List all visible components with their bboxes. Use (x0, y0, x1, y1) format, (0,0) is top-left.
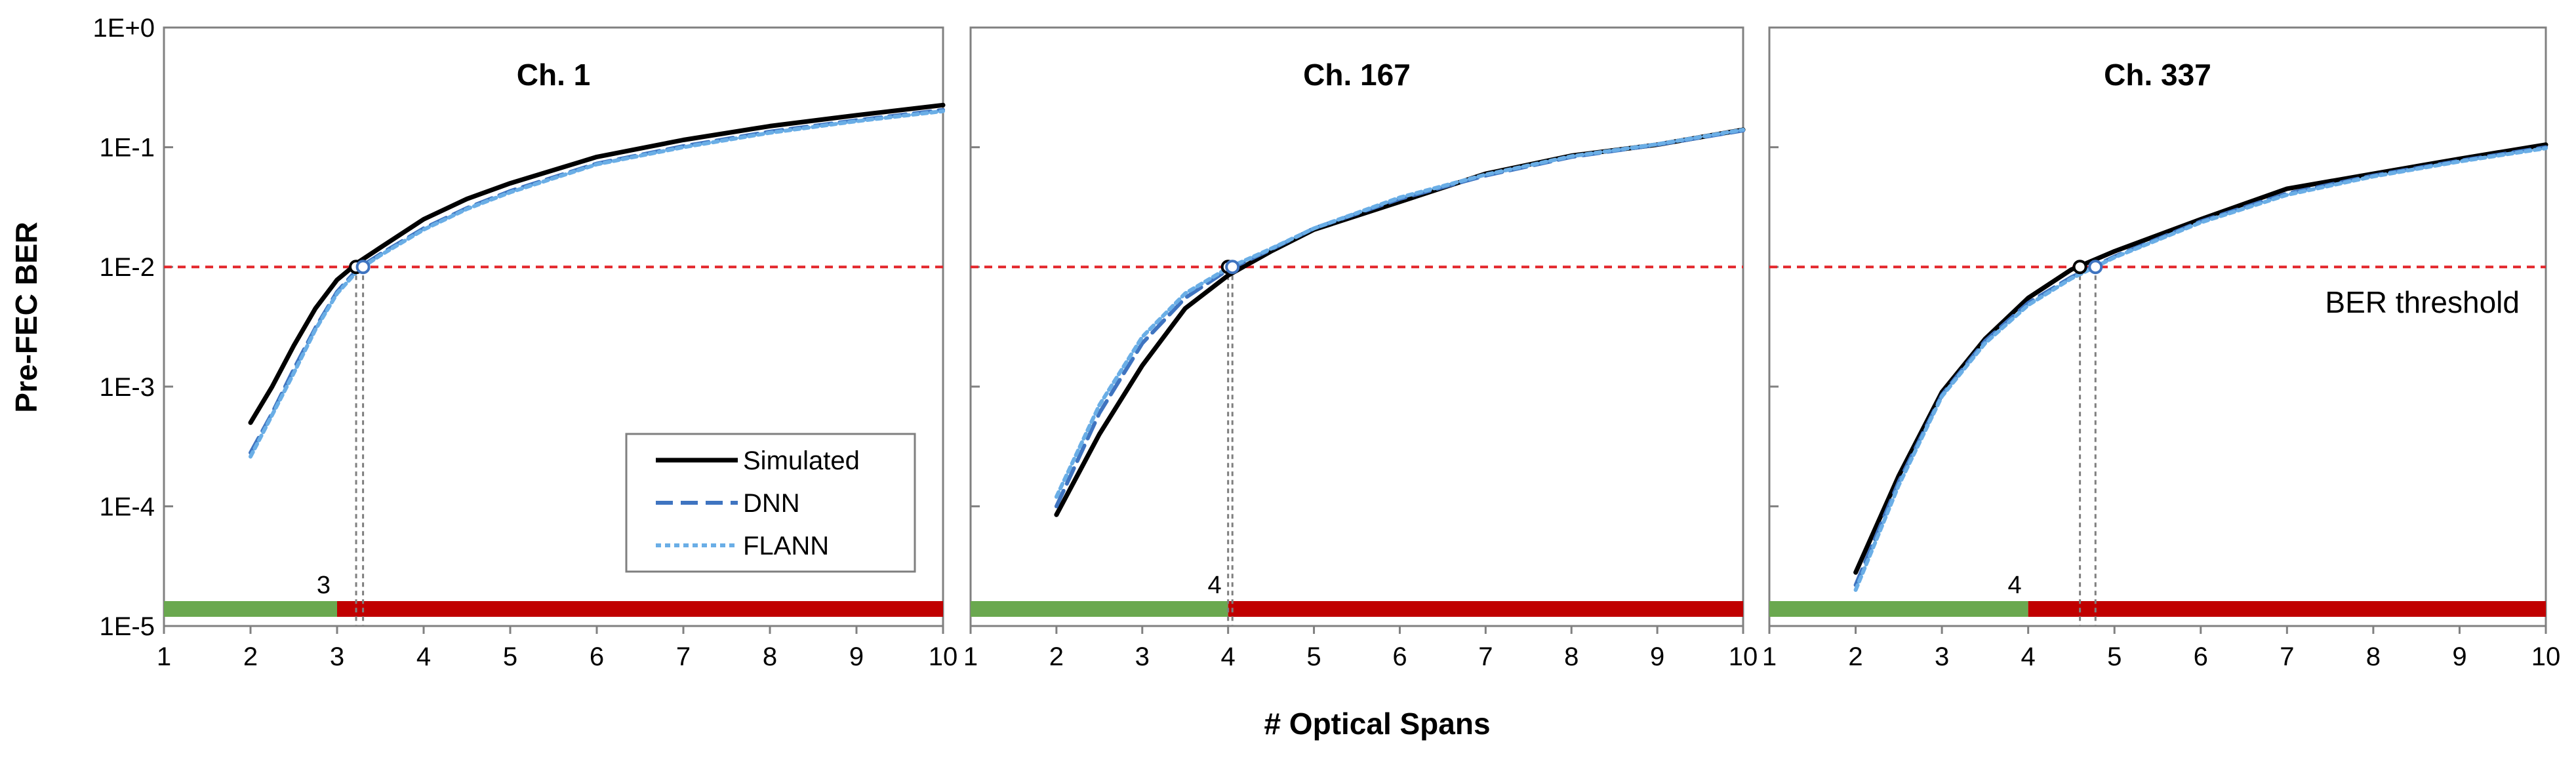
x-tick-label: 7 (2280, 642, 2294, 671)
x-axis-label: # Optical Spans (1264, 707, 1490, 741)
x-tick-label: 10 (2531, 642, 2561, 671)
x-tick-label: 7 (676, 642, 691, 671)
x-tick-label: 6 (2194, 642, 2208, 671)
x-tick-label: 5 (1306, 642, 1321, 671)
panel-title: Ch. 1 (517, 58, 590, 92)
x-tick-label: 4 (416, 642, 431, 671)
x-tick-label: 3 (330, 642, 344, 671)
reach-bar-ok (971, 601, 1228, 617)
reach-label: 4 (2008, 572, 2022, 599)
series-simulated (248, 102, 946, 425)
x-tick-label: 5 (2107, 642, 2122, 671)
crossing-marker (2088, 260, 2103, 275)
plot-frame (163, 26, 944, 627)
x-tick-label: 9 (1650, 642, 1664, 671)
y-tick-label: 1E-2 (100, 253, 155, 282)
x-tick-label: 2 (243, 642, 258, 671)
y-tick-label: 1E-5 (100, 612, 155, 641)
legend-entry: DNN (743, 489, 800, 518)
panel-1: 1E+0 1E-1 1E-2 1E-3 1E-4 1E-51 2 3 4 5 6 7 8 9 10 3 Ch. … (92, 14, 957, 671)
plot-frame (1768, 26, 2547, 627)
x-tick-label: 1 (1762, 642, 1777, 671)
x-tick-label: 3 (1935, 642, 1949, 671)
x-tick-label: 8 (1564, 642, 1579, 671)
x-tick-label: 5 (503, 642, 517, 671)
x-tick-label: 8 (763, 642, 777, 671)
x-tick-label: 3 (1135, 642, 1150, 671)
y-tick-label: 1E-4 (100, 492, 155, 521)
x-tick-label: 8 (2366, 642, 2381, 671)
x-tick-label: 2 (1049, 642, 1064, 671)
y-tick-label: 1E-3 (100, 373, 155, 402)
legend: Simulated DNN FLANN (625, 433, 916, 573)
crossing-marker (355, 260, 371, 275)
x-tick-label: 6 (1392, 642, 1407, 671)
legend-entry: Simulated (743, 446, 860, 475)
x-tick-label: 1 (157, 642, 171, 671)
panel-title: Ch. 337 (2104, 58, 2211, 92)
y-tick-label: 1E+0 (92, 14, 155, 43)
reach-bar-fail (337, 601, 943, 617)
legend-box (625, 433, 916, 573)
ber-threshold-label: BER threshold (2325, 285, 2520, 319)
reach-label: 3 (317, 572, 331, 599)
x-tick-label: 10 (1729, 642, 1758, 671)
x-tick-label: 7 (1478, 642, 1493, 671)
reach-bar-ok (1769, 601, 2028, 617)
reach-label: 4 (1208, 572, 1222, 599)
x-tick-label: 4 (1221, 642, 1236, 671)
x-tick-label: 9 (2452, 642, 2466, 671)
legend-entry: FLANN (743, 532, 829, 560)
panel-3: 1 2 3 4 5 6 7 8 9 10 4 BER threshold Ch. 337 (1762, 26, 2561, 671)
series-flann (1054, 127, 1745, 499)
x-tick-label: 10 (929, 642, 958, 671)
panel-title: Ch. 167 (1303, 58, 1411, 92)
panels: 1E+01E-11E-21E-31E-41E-51 2 3 4 5 6 7 8 9 103Ch. … (92, 14, 2560, 671)
x-tick-label: 1 (963, 642, 978, 671)
series-flann (249, 109, 945, 459)
crossing-marker (2072, 260, 2087, 275)
x-tick-label: 9 (849, 642, 864, 671)
panel-2: 1 2 3 4 5 6 7 8 9 10 4 Ch. 167 (963, 26, 1758, 671)
y-axis-label: Pre-FEC BER (9, 222, 43, 412)
reach-bar-ok (164, 601, 337, 617)
x-tick-label: 6 (590, 642, 604, 671)
plot-frame (969, 26, 1744, 627)
x-tick-label: 2 (1848, 642, 1862, 671)
x-tick-label: 4 (2021, 642, 2036, 671)
y-tick-label: 1E-1 (100, 134, 155, 163)
reach-bar-fail (1228, 601, 1743, 617)
crossing-marker (1225, 260, 1240, 275)
reach-bar-fail (2028, 601, 2546, 617)
